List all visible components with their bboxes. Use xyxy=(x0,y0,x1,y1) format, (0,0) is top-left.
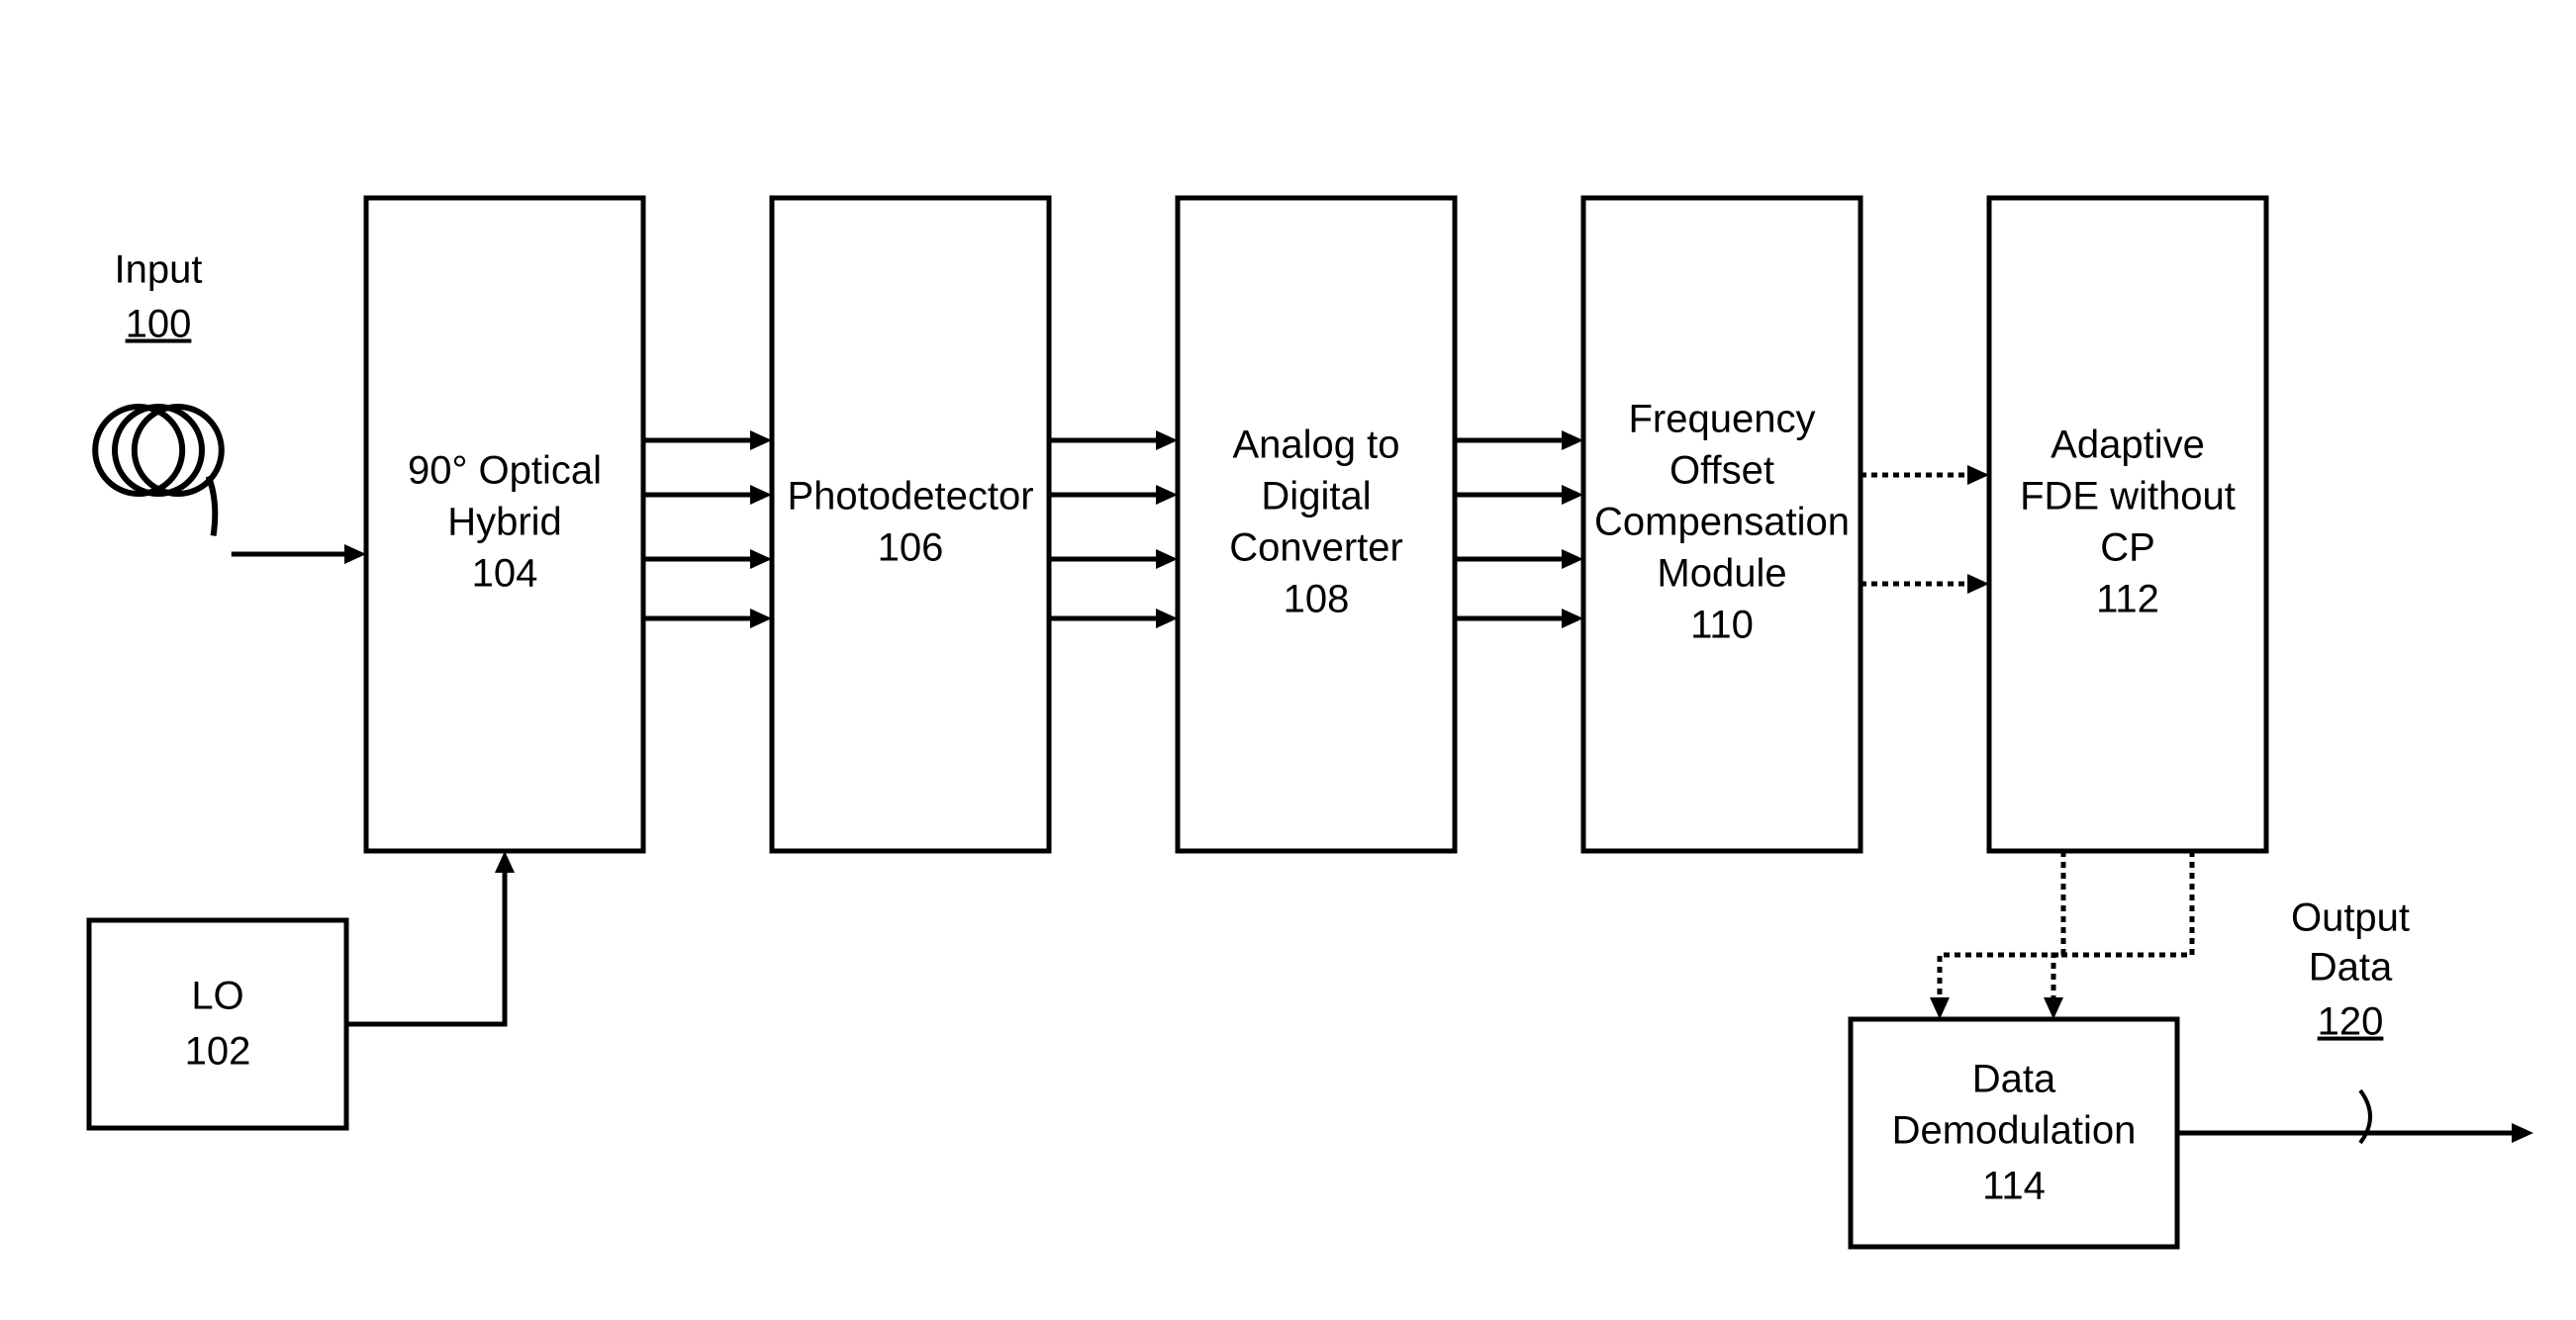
photodetector-block-label: 106 xyxy=(878,526,944,570)
photodetector-block xyxy=(772,198,1049,851)
freq-offset-block-label: 110 xyxy=(1690,604,1754,647)
arrow-head xyxy=(1562,430,1583,450)
arrow-head xyxy=(1156,485,1178,505)
output-ref: 120 xyxy=(2318,1000,2384,1044)
arrow-head xyxy=(1967,465,1989,485)
adaptive-fde-block xyxy=(1989,198,2266,851)
arrow-head xyxy=(1562,485,1583,505)
arrow-head xyxy=(1156,430,1178,450)
output-label: Output xyxy=(2291,896,2410,940)
arrow-head xyxy=(750,609,772,628)
arrow-head xyxy=(1562,609,1583,628)
photodetector-block-label: Photodetector xyxy=(787,475,1033,519)
lo-ref: 102 xyxy=(185,1030,251,1074)
arrow-head xyxy=(750,430,772,450)
arrow-head xyxy=(1930,997,1950,1019)
adc-block-label: Analog to xyxy=(1232,424,1399,467)
optical-hybrid-block-label: Hybrid xyxy=(447,501,562,544)
input-ref: 100 xyxy=(126,303,192,346)
arrow-head xyxy=(495,851,515,873)
fiber-coil-icon xyxy=(95,407,182,494)
freq-offset-block-label: Compensation xyxy=(1594,501,1850,544)
arrow-head xyxy=(750,485,772,505)
lo-block xyxy=(89,920,346,1128)
lo-connector xyxy=(346,871,505,1024)
fiber-coil-icon xyxy=(115,407,202,494)
adc-block-label: 108 xyxy=(1284,578,1350,621)
data-demod-ref: 114 xyxy=(1982,1165,2046,1208)
output-label: Data xyxy=(2309,946,2393,990)
input-label: Input xyxy=(115,248,203,292)
adaptive-fde-block-label: Adaptive xyxy=(2051,424,2205,467)
block-diagram: Input 100 90° Optical Hybrid 104 Photodetecto… xyxy=(0,0,2576,1320)
arrow-head xyxy=(750,549,772,569)
adaptive-fde-block-label: 112 xyxy=(2096,578,2159,621)
data-demod-label: Demodulation xyxy=(1892,1109,2137,1153)
arrow-head xyxy=(2512,1123,2533,1143)
adc-block-label: Converter xyxy=(1229,526,1403,570)
data-demod-label: Data xyxy=(1972,1058,2056,1101)
freq-offset-block-label: Module xyxy=(1657,552,1786,596)
optical-hybrid-block-label: 90° Optical xyxy=(408,449,602,493)
adc-block xyxy=(1178,198,1455,851)
arrow-head xyxy=(1156,609,1178,628)
freq-offset-block-label: Frequency xyxy=(1629,398,1816,441)
fiber-tail xyxy=(209,476,216,535)
fde-to-demod-connector xyxy=(2053,851,2192,999)
lo-label: LO xyxy=(191,975,243,1018)
adc-block-label: Digital xyxy=(1261,475,1371,519)
adaptive-fde-block-label: FDE without xyxy=(2020,475,2236,519)
optical-hybrid-block-label: 104 xyxy=(472,552,538,596)
arrow-head xyxy=(1562,549,1583,569)
adaptive-fde-block-label: CP xyxy=(2100,526,2155,570)
arrow-head xyxy=(2044,997,2063,1019)
arrow-head xyxy=(1156,549,1178,569)
arrow-head xyxy=(1967,574,1989,594)
arrow-head xyxy=(344,544,366,564)
fde-to-demod-connector xyxy=(1940,851,2063,999)
freq-offset-block-label: Offset xyxy=(1670,449,1774,493)
